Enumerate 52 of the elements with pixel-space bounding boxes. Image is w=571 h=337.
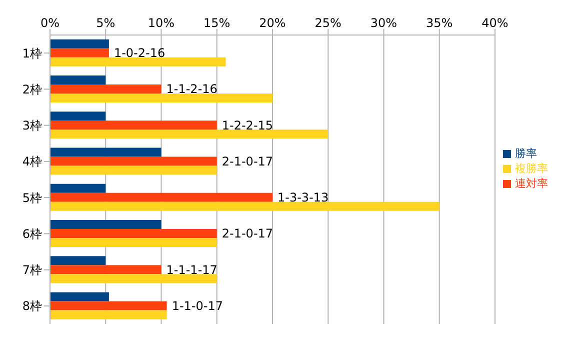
data-label: 1-2-2-15: [222, 118, 274, 132]
y-tick-label: 6枠: [22, 226, 42, 241]
y-tick-label: 3枠: [22, 118, 42, 133]
x-tick-label: 20%: [259, 16, 286, 30]
x-tick-label: 40%: [482, 16, 508, 30]
data-label: 1-1-0-17: [172, 298, 223, 313]
x-tick-label: 5%: [96, 16, 116, 30]
legend-label: 連対率: [515, 177, 548, 190]
bar: [50, 39, 109, 48]
data-label: 1-1-1-17: [166, 262, 218, 277]
bar: [50, 202, 440, 211]
bar: [50, 166, 217, 175]
bar: [50, 120, 217, 130]
y-tick-label: 4枠: [22, 154, 42, 169]
x-tick-label: 15%: [204, 16, 230, 30]
bar: [50, 57, 226, 66]
y-tick-label: 1枠: [22, 46, 42, 60]
bar: [50, 156, 217, 166]
bar: [50, 48, 109, 58]
bar: [50, 220, 162, 229]
bar: [50, 192, 272, 202]
bar: [50, 274, 217, 284]
bar: [50, 112, 106, 121]
y-tick-label: 8枠: [22, 299, 42, 314]
bar: [50, 256, 106, 266]
bar: [50, 301, 167, 310]
y-tick-label: 5枠: [22, 190, 42, 205]
x-tick-label: 0%: [40, 16, 60, 30]
bar: [50, 238, 217, 247]
bar: [50, 75, 106, 84]
legend-label: 複勝率: [515, 162, 548, 175]
bar: [50, 93, 272, 102]
x-tick-label: 30%: [370, 16, 398, 30]
bar: [50, 310, 167, 320]
x-tick-label: 35%: [426, 16, 453, 30]
data-label: 2-1-0-17: [222, 226, 274, 241]
bar: [50, 228, 217, 238]
data-label: 1-0-2-16: [114, 46, 166, 60]
data-label: 2-1-0-17: [222, 154, 274, 168]
bar: [50, 265, 162, 274]
legend-label: 勝率: [515, 147, 537, 160]
x-tick-label: 25%: [314, 16, 342, 30]
bar: [50, 84, 162, 94]
data-label: 1-1-2-16: [166, 82, 218, 96]
y-tick-label: 7枠: [22, 263, 42, 278]
data-label: 1-3-3-13: [278, 190, 329, 205]
x-tick-label: 10%: [148, 16, 175, 30]
bar: [50, 184, 106, 193]
bar: [50, 148, 162, 157]
y-tick-label: 2枠: [22, 82, 42, 96]
bar: [50, 130, 328, 139]
bar: [50, 292, 109, 302]
